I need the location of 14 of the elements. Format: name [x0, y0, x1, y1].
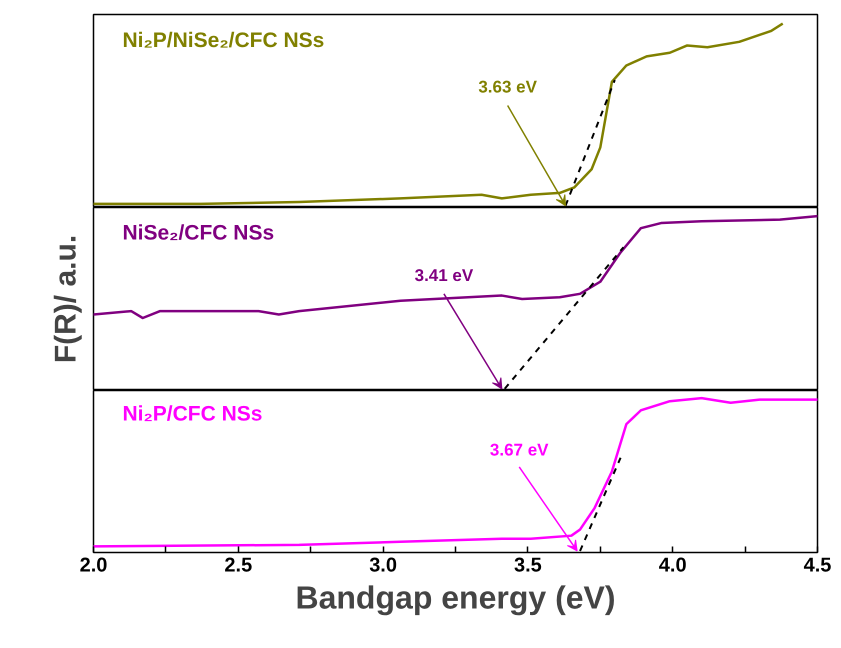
y-axis-title: F(R)/ a.u.	[50, 234, 82, 364]
x-tick-label: 4.5	[804, 554, 832, 576]
annotation: 3.63 eV	[478, 77, 538, 96]
x-tick-label: 3.5	[514, 554, 542, 576]
x-tick-label: 2.0	[80, 554, 108, 576]
x-axis-title: Bandgap energy (eV)	[295, 580, 616, 616]
text: NiSe₂/CFC NSs	[122, 221, 274, 244]
x-tick-label: 4.0	[658, 554, 687, 576]
annotation: 3.41 eV	[414, 266, 474, 286]
x-tick-label: 3.0	[369, 554, 398, 576]
annotation: 3.67 eV	[490, 440, 550, 460]
x-tick-label: 2.5	[224, 554, 252, 576]
text: Ni₂P/NiSe₂/CFC NSs	[122, 29, 324, 52]
text: Ni₂P/CFC NSs	[122, 402, 262, 426]
